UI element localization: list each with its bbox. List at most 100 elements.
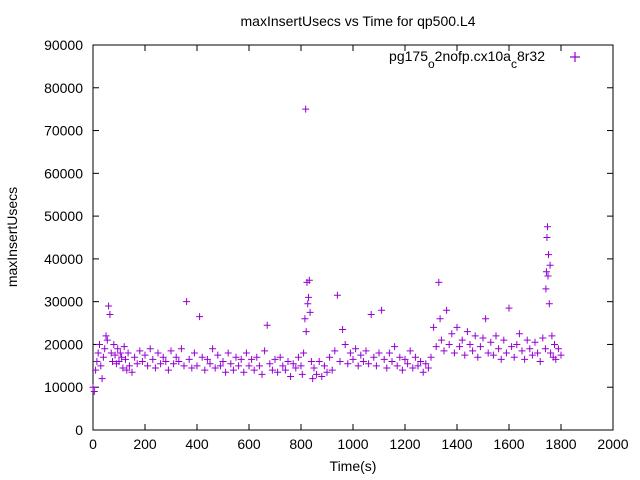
data-point: [219, 358, 227, 366]
data-point: [224, 349, 232, 357]
data-point: [120, 343, 128, 351]
data-point: [133, 360, 141, 368]
data-point: [271, 355, 279, 363]
x-tick-label: 1400: [441, 436, 472, 452]
x-axis-label: Time(s): [330, 458, 377, 474]
data-point: [170, 360, 178, 368]
data-point: [546, 261, 554, 269]
data-point: [97, 362, 105, 370]
data-point: [320, 362, 328, 370]
data-point: [149, 355, 157, 363]
data-point: [552, 355, 560, 363]
data-point: [359, 358, 367, 366]
data-point: [266, 360, 274, 368]
data-point: [427, 353, 435, 361]
data-point: [484, 349, 492, 357]
legend: pg175o2nofp.cx10ac8r32: [389, 48, 580, 71]
data-point: [404, 360, 412, 368]
chart-title: maxInsertUsecs vs Time for qp500.L4: [241, 13, 476, 29]
y-tick-label: 80000: [44, 80, 83, 96]
data-point: [94, 349, 102, 357]
data-point: [510, 353, 518, 361]
data-point: [144, 362, 152, 370]
data-point: [396, 353, 404, 361]
data-point: [138, 358, 146, 366]
data-point: [417, 358, 425, 366]
data-point: [365, 360, 373, 368]
data-point: [401, 355, 409, 363]
data-point: [235, 362, 243, 370]
data-point: [287, 373, 295, 381]
data-point: [307, 358, 315, 366]
data-point: [305, 276, 313, 284]
data-point: [482, 315, 490, 323]
data-point: [258, 370, 266, 378]
data-point: [557, 351, 565, 359]
y-tick-label: 0: [75, 422, 83, 438]
data-point: [90, 388, 98, 395]
data-point: [543, 234, 551, 241]
data-point: [523, 336, 531, 344]
data-point: [545, 251, 553, 259]
x-tick-label: 800: [289, 436, 313, 452]
data-point: [508, 343, 516, 351]
data-point: [388, 358, 396, 366]
y-tick-label: 70000: [44, 123, 83, 139]
data-point: [458, 336, 466, 344]
data-point: [216, 362, 224, 370]
data-point: [331, 347, 339, 355]
data-point: [172, 353, 180, 361]
data-point: [341, 340, 349, 348]
data-point: [190, 349, 198, 357]
data-point: [292, 364, 300, 372]
data-point: [518, 347, 526, 355]
data-point: [443, 306, 451, 314]
data-point: [489, 351, 497, 359]
data-point: [545, 300, 553, 308]
data-point: [536, 358, 544, 366]
data-point: [393, 362, 401, 370]
data-point: [232, 353, 240, 361]
data-point: [463, 328, 471, 336]
data-point: [128, 368, 136, 376]
data-point: [461, 351, 469, 359]
data-point: [250, 366, 258, 374]
data-point: [521, 355, 529, 363]
legend-marker: [570, 52, 580, 62]
data-point: [305, 293, 313, 301]
plot-frame: [92, 44, 614, 431]
data-point: [109, 358, 116, 366]
data-point: [289, 360, 297, 368]
data-point: [323, 368, 331, 376]
data-point: [370, 353, 378, 361]
data-point: [255, 362, 263, 370]
data-point: [430, 323, 438, 331]
data-point: [531, 338, 539, 346]
data-point: [279, 362, 287, 370]
data-point: [328, 366, 336, 374]
y-tick-label: 30000: [44, 294, 83, 310]
data-point: [541, 345, 549, 353]
axis-ticks: 0 200 400 600 800 1000 1200 1400 1600 1800 2000010…: [44, 37, 629, 452]
data-point: [304, 300, 312, 308]
data-point: [456, 343, 464, 351]
data-point: [346, 349, 354, 357]
data-point: [114, 345, 122, 353]
data-point: [175, 358, 183, 366]
data-point: [375, 349, 383, 357]
data-point: [466, 340, 474, 348]
data-point: [116, 349, 124, 357]
data-point: [406, 347, 414, 355]
data-point: [548, 332, 556, 340]
data-point: [229, 366, 237, 374]
data-point: [474, 353, 482, 361]
data-point: [122, 355, 129, 363]
data-point: [515, 330, 523, 338]
legend-label: pg175o2nofp.cx10ac8r32: [389, 48, 545, 71]
data-point: [261, 347, 269, 355]
data-point: [313, 370, 321, 378]
y-tick-label: 40000: [44, 251, 83, 267]
data-point: [526, 345, 534, 353]
x-tick-label: 1200: [389, 436, 420, 452]
